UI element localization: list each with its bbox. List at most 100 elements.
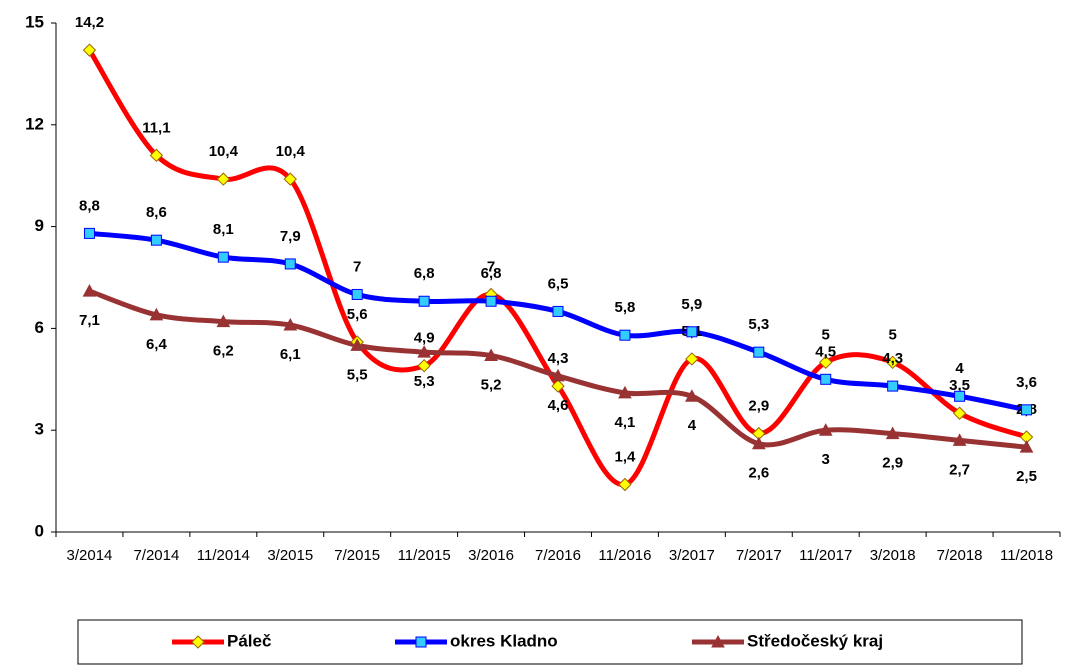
data-label: 7,9 xyxy=(280,228,301,245)
data-label: 5,9 xyxy=(681,296,702,313)
y-tick-label: 6 xyxy=(35,318,44,337)
y-tick-label: 0 xyxy=(35,521,44,540)
data-label: 2,6 xyxy=(748,465,769,482)
x-tick-label: 7/2018 xyxy=(937,547,983,564)
data-label: 14,2 xyxy=(75,14,104,31)
data-label: 2,9 xyxy=(748,398,769,415)
legend-label: Středočeský kraj xyxy=(747,631,883,650)
marker xyxy=(283,317,298,331)
marker xyxy=(686,326,698,338)
marker xyxy=(952,433,967,446)
marker xyxy=(149,148,164,163)
data-label: 4,3 xyxy=(548,350,569,367)
data-label: 5,3 xyxy=(748,316,769,333)
data-label: 3,6 xyxy=(1016,374,1037,391)
marker xyxy=(216,314,231,328)
x-tick-label: 3/2015 xyxy=(267,547,313,564)
x-tick-label: 3/2017 xyxy=(669,547,715,564)
data-label: 11,1 xyxy=(142,119,170,136)
data-label: 5 xyxy=(822,326,830,343)
data-label: 6,5 xyxy=(548,275,569,292)
x-tick-label: 7/2015 xyxy=(334,547,380,564)
marker xyxy=(484,348,498,362)
marker xyxy=(818,423,833,436)
x-tick-label: 3/2018 xyxy=(870,547,916,564)
x-tick-label: 11/2018 xyxy=(1000,547,1053,564)
marker xyxy=(1019,440,1034,453)
data-label: 5,6 xyxy=(347,306,368,323)
data-label: 6,4 xyxy=(146,336,168,353)
data-label: 5,3 xyxy=(414,373,435,390)
data-label: 4,5 xyxy=(815,343,836,360)
data-label: 5,8 xyxy=(615,299,636,316)
data-label: 5,2 xyxy=(481,377,502,394)
marker xyxy=(753,346,765,358)
marker xyxy=(216,172,231,186)
data-label: 3 xyxy=(822,451,830,468)
marker xyxy=(417,345,431,358)
data-label: 7 xyxy=(353,258,361,275)
marker xyxy=(751,436,766,450)
marker xyxy=(618,385,632,399)
data-label: 7,1 xyxy=(79,312,100,329)
data-label: 4,1 xyxy=(615,414,636,431)
x-tick-label: 7/2016 xyxy=(535,547,581,564)
data-label: 10,4 xyxy=(209,143,239,160)
data-label: 10,4 xyxy=(276,143,306,160)
marker xyxy=(552,305,564,317)
y-tick-label: 12 xyxy=(25,114,44,133)
data-label: 3,5 xyxy=(949,377,970,394)
marker xyxy=(711,634,725,648)
x-tick-label: 7/2014 xyxy=(133,547,179,564)
data-label: 4,6 xyxy=(548,397,569,414)
data-label: 2,7 xyxy=(949,461,970,478)
marker xyxy=(887,380,899,392)
marker xyxy=(1021,404,1033,416)
marker xyxy=(82,43,97,57)
data-label: 8,8 xyxy=(79,197,100,214)
y-tick-label: 3 xyxy=(35,420,44,439)
marker xyxy=(618,477,632,492)
marker xyxy=(885,355,900,370)
marker xyxy=(485,295,497,307)
x-tick-label: 7/2017 xyxy=(736,547,782,564)
marker xyxy=(417,359,431,373)
data-label: 7 xyxy=(487,258,495,275)
marker xyxy=(191,635,205,649)
marker xyxy=(149,307,164,321)
marker xyxy=(217,251,229,263)
marker xyxy=(952,406,967,420)
data-label: 8,1 xyxy=(213,221,234,238)
data-label: 4,3 xyxy=(882,350,903,367)
marker xyxy=(350,338,365,351)
series-line xyxy=(87,48,1028,487)
marker xyxy=(283,172,297,186)
data-label: 4 xyxy=(955,360,964,377)
data-label: 5,5 xyxy=(347,366,368,383)
marker xyxy=(83,227,95,239)
y-tick-label: 15 xyxy=(25,12,44,31)
x-tick-label: 3/2014 xyxy=(67,547,113,564)
marker xyxy=(351,288,363,300)
legend-label: okres Kladno xyxy=(450,631,558,650)
data-label: 2,9 xyxy=(882,455,903,472)
data-label: 1,4 xyxy=(615,448,637,465)
data-label: 6,2 xyxy=(213,343,234,360)
marker xyxy=(685,389,699,402)
data-label: 4 xyxy=(688,417,697,434)
data-label: 4,9 xyxy=(414,330,435,347)
marker xyxy=(551,368,565,382)
data-label: 2,5 xyxy=(1016,468,1037,485)
marker xyxy=(82,284,97,297)
marker xyxy=(551,379,565,393)
marker xyxy=(418,295,430,307)
data-label: 8,6 xyxy=(146,204,167,221)
y-tick-label: 9 xyxy=(35,216,44,235)
x-tick-label: 11/2017 xyxy=(799,547,852,564)
x-tick-label: 3/2016 xyxy=(468,547,514,564)
data-label: 6,1 xyxy=(280,346,301,363)
marker xyxy=(150,234,162,246)
marker xyxy=(415,636,427,648)
marker xyxy=(820,373,832,385)
